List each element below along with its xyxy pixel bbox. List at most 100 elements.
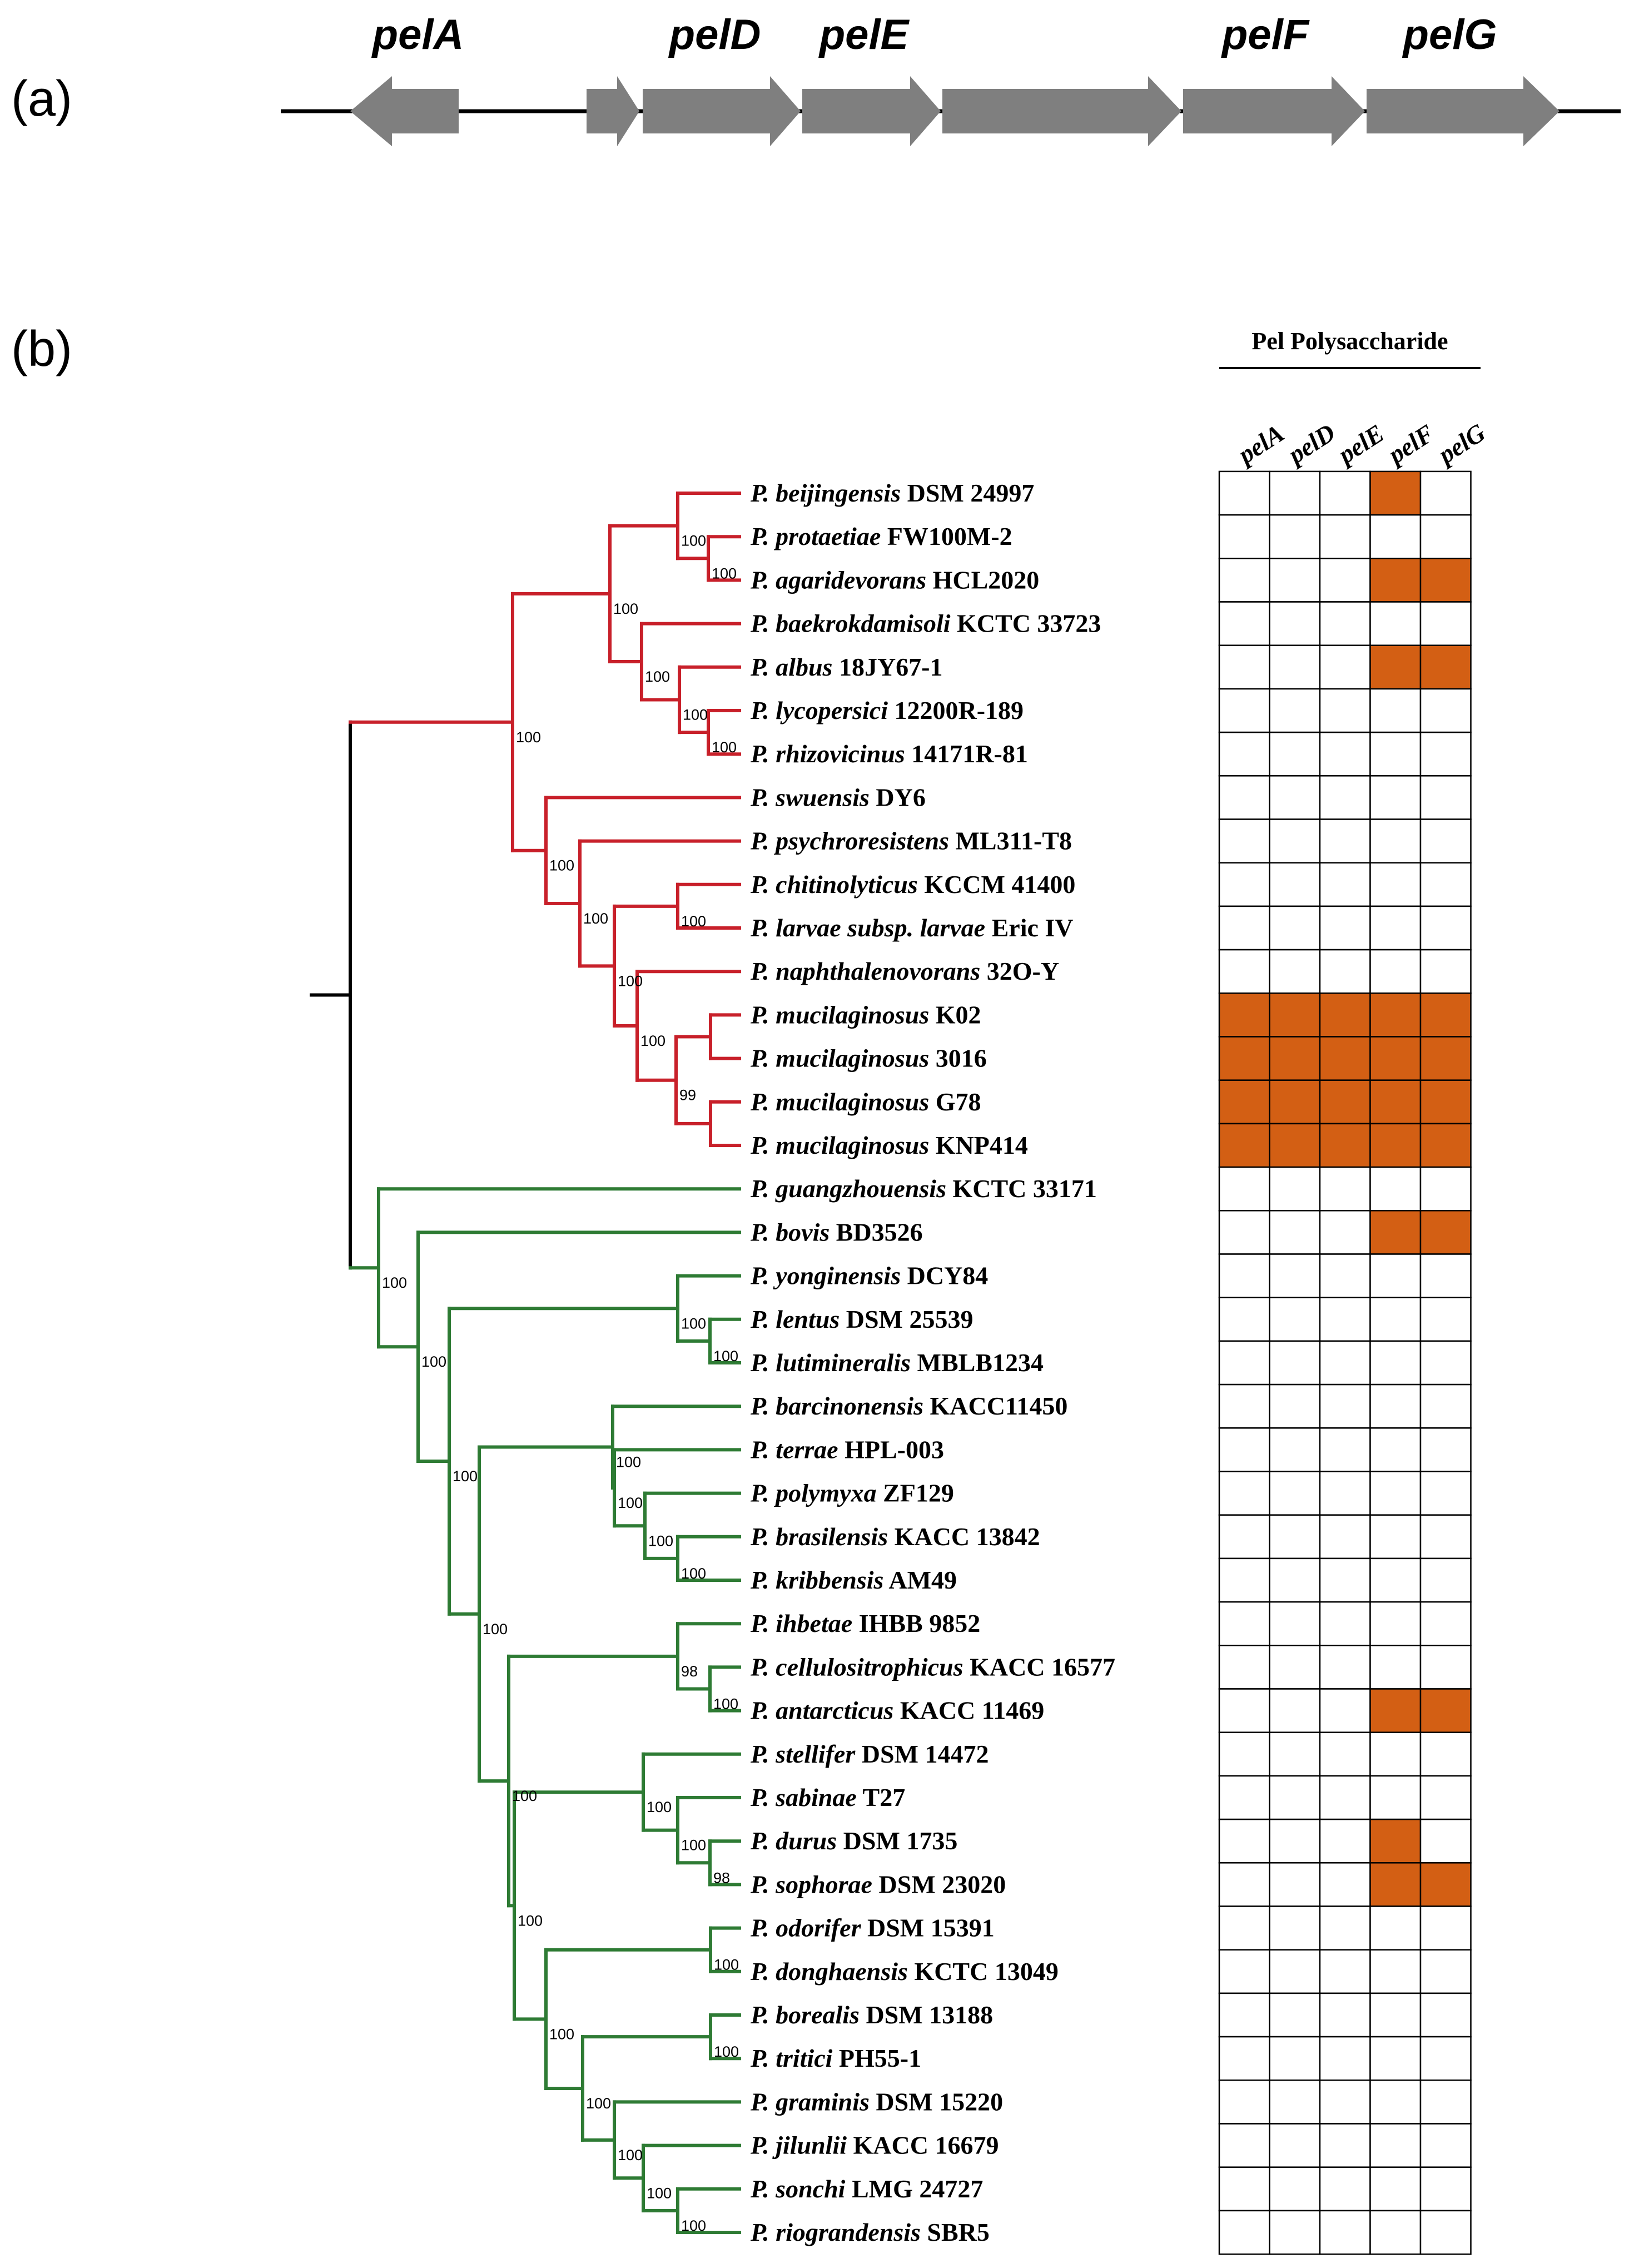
- pel-cell-absent: [1269, 601, 1321, 646]
- taxon-strain-name: KACC 13842: [888, 1522, 1040, 1551]
- pel-cell-absent: [1369, 1471, 1422, 1516]
- pel-cell-absent: [1369, 1297, 1422, 1342]
- pel-cell-absent: [1419, 1775, 1472, 1820]
- pel-cell-present: [1369, 1036, 1422, 1081]
- taxon-species-name: P. beijingensis: [750, 479, 901, 507]
- pel-cell-absent: [1218, 775, 1270, 820]
- taxon-label: P. psychroresistens ML311-T8: [750, 827, 1072, 855]
- pel-cell-absent: [1269, 1383, 1321, 1429]
- pel-cell-absent: [1269, 514, 1321, 559]
- taxon-species-name: P. donghaensis: [750, 1957, 908, 1986]
- pel-cell-absent: [1369, 862, 1422, 907]
- bootstrap-value-20: 100: [713, 1696, 738, 1713]
- gene-label-pelF: pelF: [1221, 11, 1310, 58]
- pel-cell-present: [1269, 992, 1321, 1038]
- bootstrap-value-27: 100: [681, 2217, 706, 2234]
- pel-cell-absent: [1218, 2166, 1270, 2212]
- pel-cell-absent: [1319, 1514, 1371, 1560]
- taxon-label: P. yonginensis DCY84: [750, 1262, 988, 1290]
- taxon-strain-name: MBLB1234: [911, 1348, 1044, 1377]
- pel-cell-absent: [1319, 1949, 1371, 1994]
- taxon-label: P. bovis BD3526: [750, 1218, 923, 1246]
- taxon-strain-name: KACC11450: [923, 1392, 1067, 1420]
- pel-cell-absent: [1269, 1818, 1321, 1864]
- pel-cell-absent: [1369, 949, 1422, 994]
- pel-cell-absent: [1369, 731, 1422, 777]
- pel-cell-present: [1419, 558, 1472, 603]
- taxon-species-name: P. polymyxa: [750, 1479, 877, 1507]
- pel-cell-absent: [1218, 1731, 1270, 1777]
- pel-cell-absent: [1419, 601, 1472, 646]
- taxon-label: P. odorifer DSM 15391: [750, 1914, 995, 1942]
- matrix-column-headers: pelA pelD pelE pelF pelG: [1231, 418, 1490, 470]
- pel-cell-present: [1218, 1036, 1270, 1081]
- taxon-label: P. lentus DSM 25539: [750, 1305, 973, 1333]
- pel-cell-absent: [1419, 862, 1472, 907]
- taxon-species-name: P. bovis: [750, 1218, 830, 1246]
- taxon-species-name: P. chitinolyticus: [750, 870, 918, 899]
- bootstrap-value-6: 100: [613, 601, 638, 617]
- column-header-pelA: pelA: [1231, 419, 1289, 470]
- pel-cell-absent: [1218, 1557, 1270, 1603]
- pel-cell-absent: [1269, 1514, 1321, 1560]
- taxon-label: P. ihbetae IHBB 9852: [750, 1609, 980, 1637]
- bootstrap-value-29: 100: [618, 2147, 643, 2163]
- pel-cell-absent: [1319, 601, 1371, 646]
- taxon-label: P. cellulositrophicus KACC 16577: [750, 1652, 1115, 1681]
- pel-cell-absent: [1319, 688, 1371, 733]
- pel-cell-absent: [1269, 1731, 1321, 1777]
- phylogenetic-tree: [310, 492, 741, 2234]
- taxon-species-name: P. mucilaginosus: [750, 1131, 929, 1159]
- pel-cell-absent: [1369, 1427, 1422, 1472]
- pel-cell-present: [1419, 1210, 1472, 1255]
- pel-cell-absent: [1319, 775, 1371, 820]
- pel-cell-absent: [1319, 2080, 1371, 2125]
- pel-cell-absent: [1269, 1775, 1321, 1820]
- pel-cell-absent: [1269, 470, 1321, 516]
- taxon-label: P. sabinae T27: [750, 1783, 905, 1812]
- taxon-species-name: P. rhizovicinus: [750, 740, 905, 768]
- pel-cell-absent: [1369, 1905, 1422, 1951]
- pel-cell-present: [1419, 644, 1472, 690]
- pel-cell-present: [1218, 1123, 1270, 1168]
- taxon-label: P. sonchi LMG 24727: [750, 2175, 983, 2203]
- gene-arrow-pelD: [643, 76, 801, 146]
- bootstrap-value-33: 100: [512, 1788, 537, 1804]
- bootstrap-value-19: 100: [616, 1454, 641, 1471]
- pel-cell-present: [1419, 1079, 1472, 1125]
- pel-cell-absent: [1269, 2210, 1321, 2255]
- taxon-species-name: P. naphthalenovorans: [750, 957, 980, 985]
- bootstrap-value-18: 100: [618, 1495, 643, 1511]
- taxon-species-name: P. mucilaginosus: [750, 1000, 929, 1029]
- pel-cell-absent: [1269, 1688, 1321, 1733]
- pel-cell-absent: [1319, 1688, 1371, 1733]
- taxon-strain-name: DSM 24997: [901, 479, 1034, 507]
- taxon-label: P. mucilaginosus 3016: [750, 1044, 987, 1073]
- pel-cell-absent: [1218, 1775, 1270, 1820]
- pel-cell-absent: [1419, 1557, 1472, 1603]
- pel-cell-absent: [1369, 1253, 1422, 1298]
- pel-cell-absent: [1269, 1905, 1321, 1951]
- pel-cell-present: [1369, 1079, 1422, 1125]
- taxon-label: P. mucilaginosus G78: [750, 1088, 981, 1116]
- pel-cell-absent: [1269, 1471, 1321, 1516]
- taxon-strain-name: K02: [929, 1000, 981, 1029]
- pel-cell-absent: [1218, 1471, 1270, 1516]
- taxon-strain-name: KCTC 33723: [951, 609, 1101, 638]
- pel-cell-absent: [1419, 1383, 1472, 1429]
- taxon-species-name: P. tritici: [750, 2044, 833, 2072]
- pel-cell-absent: [1319, 1818, 1371, 1864]
- taxon-strain-name: DSM 23020: [872, 1870, 1006, 1898]
- pel-cell-present: [1369, 1862, 1422, 1907]
- pel-cell-absent: [1419, 1166, 1472, 1212]
- bootstrap-value-23: 100: [681, 1837, 706, 1854]
- pel-cell-absent: [1218, 514, 1270, 559]
- pel-cell-absent: [1419, 514, 1472, 559]
- pel-cell-absent: [1269, 1297, 1321, 1342]
- taxon-species-name: P. terrae: [750, 1435, 838, 1463]
- pel-cell-absent: [1419, 2210, 1472, 2255]
- pel-cell-absent: [1269, 1340, 1321, 1386]
- pel-cell-absent: [1419, 2036, 1472, 2081]
- gene-arrow-pelA: [350, 76, 459, 146]
